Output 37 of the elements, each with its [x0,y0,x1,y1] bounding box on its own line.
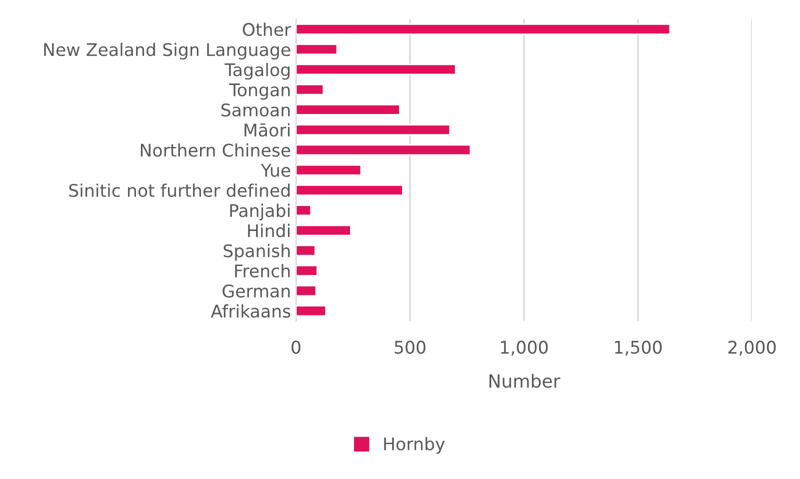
x-tick-label: 2,000 [728,340,776,356]
bar [296,144,472,156]
bar [296,124,451,136]
bar [296,264,318,276]
y-tick-label: New Zealand Sign Language [44,42,290,60]
bar [296,244,316,256]
x-tick-label: 1,500 [615,340,662,356]
y-tick-label: Northern Chinese [140,143,290,157]
y-tick-label: Hindi [248,224,290,238]
y-tick-label: Panjabi [230,204,290,220]
y-tick-label: Māori [244,123,290,137]
bar [296,224,352,236]
bar [296,64,456,76]
bar [296,84,324,96]
y-tick-label: French [235,264,290,278]
bar [296,204,312,216]
bar [296,184,404,196]
bar [296,44,338,56]
y-tick-label: Yue [260,164,290,177]
y-tick-label: Spanish [224,244,290,261]
bar [296,164,362,176]
y-tick-label: Afrikaans [210,304,290,318]
x-tick-label: 0 [292,340,300,354]
bar [296,305,327,317]
y-tick-label: German [222,284,290,298]
x-axis-title: Number [490,374,560,388]
bar [296,23,671,35]
bar [296,104,400,116]
legend-label: Hornby [384,436,445,454]
x-tick-label: 1,000 [501,340,548,356]
y-tick-label: Tagalog [224,62,290,80]
y-tick-label: Sinitic not further defined [69,184,290,198]
x-tick-label: 500 [394,340,426,354]
y-tick-label: Other [242,22,292,36]
y-tick-label: Tongan [229,84,290,100]
y-tick-label: Samoan [221,103,290,117]
bar [296,285,317,296]
